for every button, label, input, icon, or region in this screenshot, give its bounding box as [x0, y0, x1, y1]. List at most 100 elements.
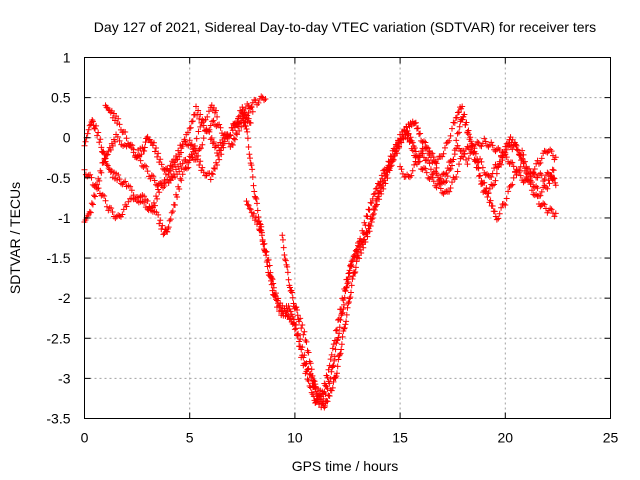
data-point	[443, 177, 450, 184]
y-tick-label: -2	[58, 290, 71, 306]
data-point	[331, 337, 338, 344]
data-point	[289, 313, 296, 320]
data-point	[182, 138, 189, 145]
data-point	[305, 349, 312, 356]
data-point	[295, 332, 302, 339]
data-point	[265, 269, 272, 276]
data-point	[120, 179, 127, 186]
data-point	[346, 295, 353, 302]
data-point	[179, 160, 186, 167]
data-point	[116, 212, 123, 219]
data-point	[187, 142, 194, 149]
data-point	[422, 139, 429, 146]
data-point	[405, 131, 412, 138]
data-point	[204, 128, 211, 135]
data-point	[155, 211, 162, 218]
data-point	[95, 185, 102, 192]
data-point	[281, 251, 288, 258]
data-point	[309, 372, 316, 379]
data-point	[95, 129, 102, 136]
data-point	[461, 150, 468, 157]
data-point	[267, 273, 274, 280]
data-point	[550, 167, 557, 174]
data-point	[161, 183, 168, 190]
data-point	[268, 281, 275, 288]
data-point	[322, 382, 329, 389]
data-point	[467, 138, 474, 145]
data-point	[363, 229, 370, 236]
data-point	[447, 132, 454, 139]
data-point	[356, 255, 363, 262]
data-point	[153, 181, 160, 188]
data-point	[141, 193, 148, 200]
data-point	[161, 167, 168, 174]
data-point	[141, 144, 148, 151]
data-point	[220, 144, 227, 151]
x-tick-label: 25	[603, 430, 619, 446]
data-point	[433, 164, 440, 171]
data-point	[90, 192, 97, 199]
data-point	[520, 159, 527, 166]
data-point	[299, 322, 306, 329]
data-point	[333, 373, 340, 380]
data-point	[419, 150, 426, 157]
x-tick-label: 5	[186, 430, 194, 446]
data-point	[348, 289, 355, 296]
data-point	[239, 104, 246, 111]
data-point	[368, 216, 375, 223]
data-point	[552, 210, 559, 217]
data-point	[151, 148, 158, 155]
axis-ticks: 0 5 10 15 20 25 1 0.5 0 -0.5 -1 -1.5 -2 -2.5 -3 -3.5	[46, 50, 618, 446]
data-point	[181, 138, 188, 145]
data-point	[258, 93, 265, 100]
x-tick-label: 10	[287, 430, 303, 446]
data-point	[307, 360, 314, 367]
data-point	[441, 179, 448, 186]
data-point	[174, 194, 181, 201]
data-point	[240, 107, 247, 114]
data-point	[246, 151, 253, 158]
data-point	[112, 138, 119, 145]
data-point	[143, 163, 150, 170]
data-point	[456, 123, 463, 130]
data-point	[446, 167, 453, 174]
data-point	[548, 175, 555, 182]
data-point	[275, 300, 282, 307]
y-tick-label: -1.5	[46, 250, 70, 266]
data-point	[122, 128, 129, 135]
data-point	[387, 153, 394, 160]
data-point	[376, 181, 383, 188]
data-point	[378, 172, 385, 179]
data-point	[272, 296, 279, 303]
series-trace-c	[81, 112, 254, 238]
data-point	[477, 155, 484, 162]
data-point	[197, 158, 204, 165]
data-point	[513, 146, 520, 153]
data-point	[103, 203, 110, 210]
data-point	[269, 287, 276, 294]
data-point	[358, 250, 365, 257]
data-point	[463, 119, 470, 126]
data-point	[505, 140, 512, 147]
data-point	[282, 257, 289, 264]
data-point	[216, 121, 223, 128]
y-tick-label: 0	[63, 130, 71, 146]
data-point	[158, 161, 165, 168]
data-point	[542, 148, 549, 155]
data-point	[353, 248, 360, 255]
data-point	[92, 125, 99, 132]
data-point	[332, 346, 339, 353]
data-point	[422, 165, 429, 172]
data-point	[157, 217, 164, 224]
data-point	[531, 171, 538, 178]
data-point	[493, 216, 500, 223]
data-point	[210, 117, 217, 124]
data-point	[547, 171, 554, 178]
data-point	[355, 242, 362, 249]
data-point	[211, 144, 218, 151]
data-point	[523, 175, 530, 182]
data-point	[409, 167, 416, 174]
data-point	[156, 189, 163, 196]
data-point	[336, 330, 343, 337]
data-point	[214, 113, 221, 120]
